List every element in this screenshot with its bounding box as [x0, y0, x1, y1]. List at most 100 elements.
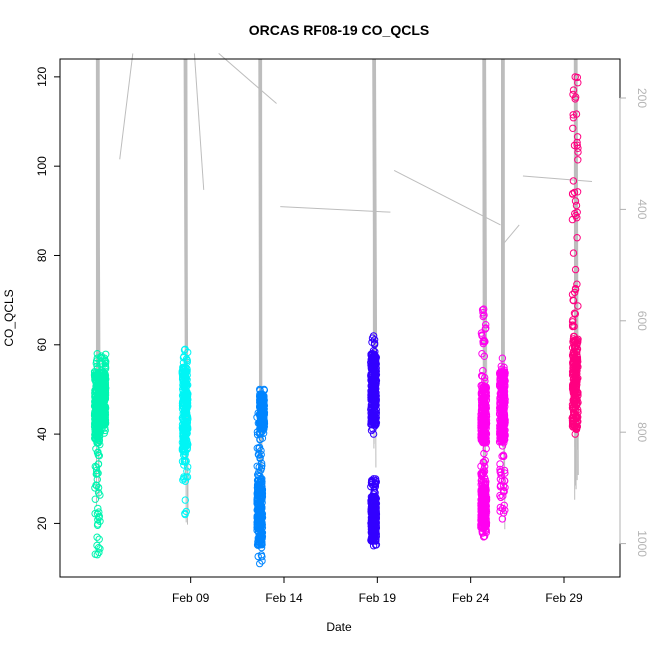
data-point: [498, 376, 506, 384]
data-point: [571, 366, 580, 374]
data-point: [93, 541, 101, 550]
data-point: [183, 445, 191, 453]
data-point: [183, 395, 192, 403]
data-point: [499, 428, 507, 436]
data-point: [481, 325, 489, 333]
series-rf10: [253, 385, 269, 568]
data-point: [256, 385, 264, 394]
data-points: [90, 73, 582, 568]
data-point: [99, 387, 108, 395]
data-point: [570, 188, 579, 197]
data-point: [499, 451, 508, 459]
data-point: [574, 144, 582, 153]
data-point: [96, 517, 104, 525]
chart-title: ORCAS RF08-19 CO_QCLS: [249, 22, 429, 38]
data-point: [369, 475, 378, 483]
data-point: [254, 519, 262, 527]
data-point: [94, 504, 102, 513]
data-point: [571, 310, 579, 318]
data-point: [571, 73, 579, 81]
data-point: [481, 433, 489, 441]
transit-track: [393, 169, 501, 226]
data-point: [255, 532, 263, 540]
data-point: [573, 339, 581, 348]
data-point: [501, 369, 509, 377]
data-point: [369, 383, 377, 391]
data-point: [477, 421, 486, 429]
data-point: [180, 435, 188, 444]
data-point: [572, 110, 581, 118]
data-point: [179, 476, 187, 484]
data-point: [256, 408, 265, 416]
series-rf08: [90, 350, 110, 559]
data-point: [480, 458, 488, 467]
data-point: [372, 506, 380, 515]
data-point: [97, 360, 105, 368]
data-point: [480, 493, 488, 502]
data-point: [573, 133, 582, 141]
flight-track: [95, 58, 101, 507]
data-point: [480, 352, 488, 360]
data-point: [573, 138, 581, 147]
data-point: [480, 396, 488, 404]
data-point: [91, 484, 99, 492]
data-point: [496, 468, 504, 476]
data-point: [369, 380, 377, 388]
y-axis: 20 40 60 80 100 120: [35, 67, 60, 530]
data-point: [479, 339, 487, 348]
data-point: [573, 188, 582, 196]
transit-track: [119, 53, 134, 160]
data-point: [368, 519, 376, 527]
data-point: [370, 378, 378, 387]
data-point: [498, 452, 506, 460]
data-point: [568, 404, 577, 412]
data-point: [478, 476, 486, 484]
data-point: [257, 450, 265, 459]
data-point: [480, 532, 489, 540]
data-point: [258, 489, 266, 497]
data-point: [569, 249, 578, 257]
y2-tick-label: 200: [635, 88, 649, 108]
data-point: [93, 533, 101, 541]
data-point: [574, 148, 582, 156]
y-axis-title: CO_QCLS: [2, 289, 16, 346]
flight-track: [372, 58, 378, 468]
data-point: [481, 373, 489, 382]
data-point: [93, 430, 102, 438]
data-point: [497, 423, 505, 431]
data-point: [255, 463, 263, 471]
data-point: [482, 521, 490, 529]
transit-track: [503, 224, 520, 244]
data-point: [496, 460, 504, 468]
data-point: [98, 402, 106, 411]
data-point: [92, 470, 101, 478]
data-point: [570, 309, 579, 317]
data-point: [181, 510, 189, 519]
data-point: [498, 442, 507, 450]
data-point: [257, 475, 265, 483]
data-point: [99, 368, 107, 376]
data-point: [500, 412, 508, 420]
data-point: [93, 551, 102, 559]
data-point: [95, 548, 103, 557]
data-point: [569, 357, 578, 365]
data-point: [480, 514, 489, 523]
data-point: [497, 368, 505, 376]
data-point: [498, 354, 507, 362]
data-point: [500, 466, 509, 475]
data-point: [371, 519, 379, 527]
data-point: [569, 177, 578, 185]
data-point: [480, 533, 488, 541]
data-point: [501, 483, 509, 492]
data-point: [100, 354, 109, 362]
data-point: [497, 390, 506, 398]
data-point: [501, 506, 509, 514]
data-point: [481, 522, 489, 530]
data-point: [100, 398, 108, 407]
series-rf09: [178, 345, 192, 519]
data-point: [574, 156, 582, 164]
data-point: [481, 337, 489, 346]
data-point: [99, 383, 107, 391]
data-point: [256, 521, 264, 530]
data-point: [480, 403, 488, 411]
